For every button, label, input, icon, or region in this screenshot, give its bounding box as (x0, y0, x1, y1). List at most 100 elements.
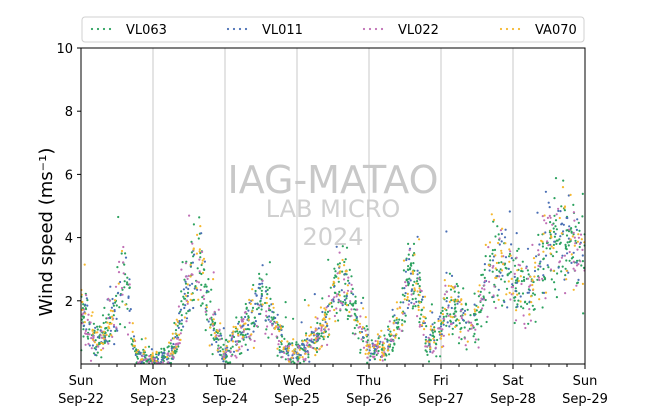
point-VL022 (122, 272, 125, 275)
point-VL063 (383, 358, 387, 361)
point-VL063 (211, 320, 214, 323)
point-VL022 (515, 256, 518, 259)
point-VL063 (407, 253, 410, 256)
point-VA070 (309, 326, 312, 329)
point-VA070 (378, 345, 381, 349)
point-VA070 (561, 186, 565, 189)
point-VL011 (284, 348, 287, 351)
point-VA070 (478, 284, 481, 287)
point-VL063 (239, 333, 242, 336)
point-VL022 (235, 356, 238, 359)
point-VL063 (121, 288, 124, 291)
point-VL022 (86, 333, 90, 336)
point-VL022 (374, 339, 377, 343)
point-VL063 (354, 314, 357, 317)
point-VL063 (348, 268, 351, 271)
point-VL011 (557, 209, 560, 212)
point-VL063 (555, 242, 558, 245)
point-VA070 (504, 242, 507, 245)
point-VL063 (474, 341, 477, 344)
point-VL063 (572, 203, 575, 206)
point-VL022 (364, 329, 367, 332)
point-VL063 (454, 298, 457, 301)
point-VA070 (133, 344, 136, 347)
point-VA070 (418, 287, 421, 290)
point-VL063 (145, 360, 148, 363)
point-VA070 (333, 281, 336, 284)
point-VL022 (236, 340, 239, 343)
point-VL022 (102, 347, 105, 350)
point-VL063 (174, 352, 177, 355)
point-VL022 (304, 348, 307, 351)
point-VL022 (114, 285, 118, 288)
point-VL022 (445, 290, 449, 293)
point-VA070 (291, 344, 294, 347)
point-VL011 (310, 330, 313, 333)
point-VL022 (115, 326, 118, 329)
point-VA070 (501, 227, 504, 230)
point-VL011 (456, 302, 459, 305)
point-VL022 (186, 302, 189, 305)
point-VL022 (236, 343, 239, 346)
point-VL063 (108, 335, 111, 338)
point-VL063 (334, 270, 337, 273)
point-VL022 (568, 250, 571, 254)
point-VL063 (240, 316, 243, 319)
point-VL063 (391, 348, 394, 351)
point-VL011 (447, 304, 450, 307)
point-VA070 (298, 356, 301, 359)
point-VL022 (275, 335, 278, 338)
point-VA070 (429, 328, 432, 331)
point-VL011 (306, 337, 309, 340)
point-VA070 (365, 344, 368, 347)
point-VL022 (212, 271, 215, 274)
point-VL011 (498, 243, 501, 246)
point-VL022 (444, 284, 447, 287)
point-VL063 (455, 310, 458, 313)
point-VL011 (333, 285, 336, 288)
point-VL022 (483, 288, 486, 291)
legend-label-VL022: VL022 (398, 23, 439, 38)
point-VA070 (282, 348, 285, 351)
point-VL063 (523, 278, 526, 281)
point-VA070 (432, 337, 435, 340)
point-VL063 (412, 262, 415, 265)
point-VA070 (186, 300, 189, 303)
point-VL063 (229, 361, 232, 364)
point-VL063 (267, 336, 270, 339)
point-VA070 (346, 284, 349, 287)
point-VL063 (373, 358, 376, 361)
point-VL011 (445, 271, 448, 274)
point-VL022 (325, 306, 328, 309)
point-VL022 (458, 300, 461, 304)
point-VA070 (150, 357, 153, 360)
point-VA070 (287, 347, 290, 350)
point-VL022 (454, 314, 457, 317)
point-VA070 (577, 233, 580, 236)
point-VA070 (205, 306, 208, 309)
point-VL022 (479, 299, 482, 302)
point-VL011 (416, 273, 419, 276)
point-VL011 (548, 206, 551, 209)
point-VA070 (353, 318, 356, 322)
point-VL063 (432, 334, 435, 337)
point-VL063 (464, 302, 467, 305)
point-VL011 (549, 243, 552, 246)
point-VL063 (343, 260, 346, 264)
point-VL022 (343, 278, 346, 281)
point-VL063 (198, 271, 201, 275)
x-tick-day-4: Thu (356, 374, 381, 389)
point-VL022 (218, 328, 221, 331)
point-VA070 (487, 264, 490, 267)
point-VL011 (429, 350, 432, 353)
point-VL011 (361, 336, 365, 339)
legend-marker-VA070 (505, 27, 509, 31)
point-VL022 (480, 297, 483, 300)
point-VL063 (397, 325, 400, 329)
point-VA070 (144, 346, 147, 349)
point-VL022 (481, 287, 484, 290)
point-VL011 (203, 260, 206, 263)
point-VA070 (236, 328, 239, 331)
point-VL011 (289, 343, 292, 346)
point-VL063 (549, 247, 552, 250)
